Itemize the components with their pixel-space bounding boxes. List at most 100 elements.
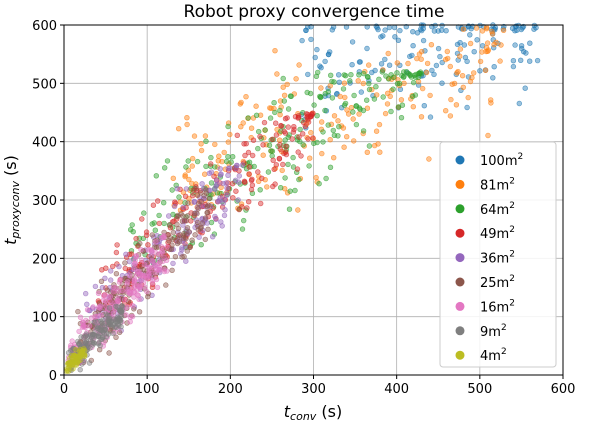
legend-box: [439, 141, 557, 368]
scatter-point: [208, 161, 214, 167]
scatter-point: [295, 149, 301, 155]
legend-marker: [455, 326, 465, 336]
scatter-point: [238, 99, 244, 106]
scatter-point: [208, 169, 215, 175]
scatter-point: [239, 226, 246, 232]
scatter-point: [394, 70, 400, 76]
scatter-point: [170, 175, 177, 182]
scatter-point: [113, 324, 120, 330]
scatter-point: [260, 152, 266, 158]
scatter-point: [152, 227, 159, 233]
scatter-point: [198, 224, 204, 231]
scatter-point: [287, 188, 293, 194]
scatter-point: [123, 312, 129, 318]
scatter-point: [427, 114, 434, 120]
scatter-point: [308, 129, 314, 136]
scatter-point: [188, 218, 194, 224]
scatter-point: [283, 143, 289, 150]
scatter-point: [281, 128, 287, 135]
scatter-point: [106, 305, 113, 311]
scatter-point: [534, 57, 541, 64]
scatter-point: [527, 40, 533, 46]
scatter-point: [364, 149, 370, 156]
scatter-point: [141, 210, 147, 216]
scatter-point: [271, 99, 277, 106]
scatter-point: [473, 25, 480, 31]
scatter-point: [448, 96, 454, 103]
scatter-point: [414, 55, 420, 62]
y-tick-label: 200: [32, 252, 57, 267]
legend-label-base: 100m: [480, 154, 517, 169]
scatter-point: [136, 283, 143, 289]
scatter-point: [136, 296, 142, 303]
scatter-point: [485, 132, 491, 139]
scatter-point: [269, 148, 276, 154]
scatter-point: [114, 242, 120, 248]
scatter-point: [378, 61, 385, 67]
scatter-point: [129, 222, 135, 228]
scatter-point: [281, 92, 288, 99]
scatter-point: [71, 352, 77, 358]
scatter-point: [198, 141, 204, 147]
scatter-point: [445, 55, 451, 62]
scatter-point: [169, 267, 175, 273]
scatter-point: [373, 83, 379, 90]
scatter-point: [300, 142, 306, 148]
scatter-point: [410, 29, 416, 35]
legend-label-base: 64m: [480, 203, 509, 218]
scatter-point: [172, 254, 179, 260]
scatter-point: [278, 123, 284, 129]
scatter-point: [305, 113, 311, 120]
scatter-point: [235, 197, 241, 203]
scatter-point: [277, 146, 283, 152]
legend-marker: [455, 253, 465, 263]
y-tick-label: 600: [32, 19, 57, 34]
scatter-point: [493, 39, 499, 45]
scatter-point: [322, 107, 328, 114]
x-axis-label-main: t: [284, 402, 291, 421]
scatter-point: [140, 272, 147, 279]
scatter-point: [477, 68, 483, 74]
scatter-point: [277, 142, 283, 148]
scatter-point: [213, 177, 220, 184]
scatter-point: [427, 92, 433, 99]
scatter-point: [516, 100, 522, 107]
scatter-point: [156, 212, 162, 219]
scatter-point: [223, 180, 229, 186]
scatter-point: [131, 294, 137, 300]
scatter-point: [273, 132, 280, 138]
scatter-point: [305, 136, 311, 142]
scatter-point: [202, 133, 209, 139]
scatter-point: [385, 90, 391, 97]
scatter-point: [323, 175, 329, 182]
legend-label-sup: 2: [509, 274, 515, 284]
scatter-point: [227, 131, 233, 138]
scatter-point: [409, 52, 415, 59]
scatter-point: [198, 242, 204, 248]
scatter-point: [129, 302, 136, 309]
scatter-point: [153, 276, 160, 283]
scatter-point: [356, 59, 363, 65]
scatter-point: [422, 48, 428, 54]
scatter-point: [313, 174, 319, 181]
scatter-point: [388, 72, 394, 78]
scatter-point: [253, 103, 259, 109]
scatter-point: [202, 215, 209, 221]
scatter-point: [426, 156, 432, 162]
scatter-point: [460, 26, 467, 32]
scatter-point: [295, 113, 302, 119]
scatter-point: [240, 120, 246, 126]
scatter-point: [457, 53, 463, 59]
scatter-point: [303, 27, 309, 34]
legend-label: 16m2: [480, 298, 515, 315]
scatter-point: [219, 223, 225, 229]
scatter-point: [277, 111, 283, 118]
scatter-point: [193, 184, 199, 190]
scatter-point: [239, 204, 245, 210]
y-axis-ticks: 0 100 200 300 400 500 600: [32, 19, 64, 384]
scatter-point: [222, 207, 228, 213]
scatter-point: [286, 206, 293, 212]
x-tick-label: 300: [301, 382, 326, 397]
scatter-point: [419, 48, 425, 55]
